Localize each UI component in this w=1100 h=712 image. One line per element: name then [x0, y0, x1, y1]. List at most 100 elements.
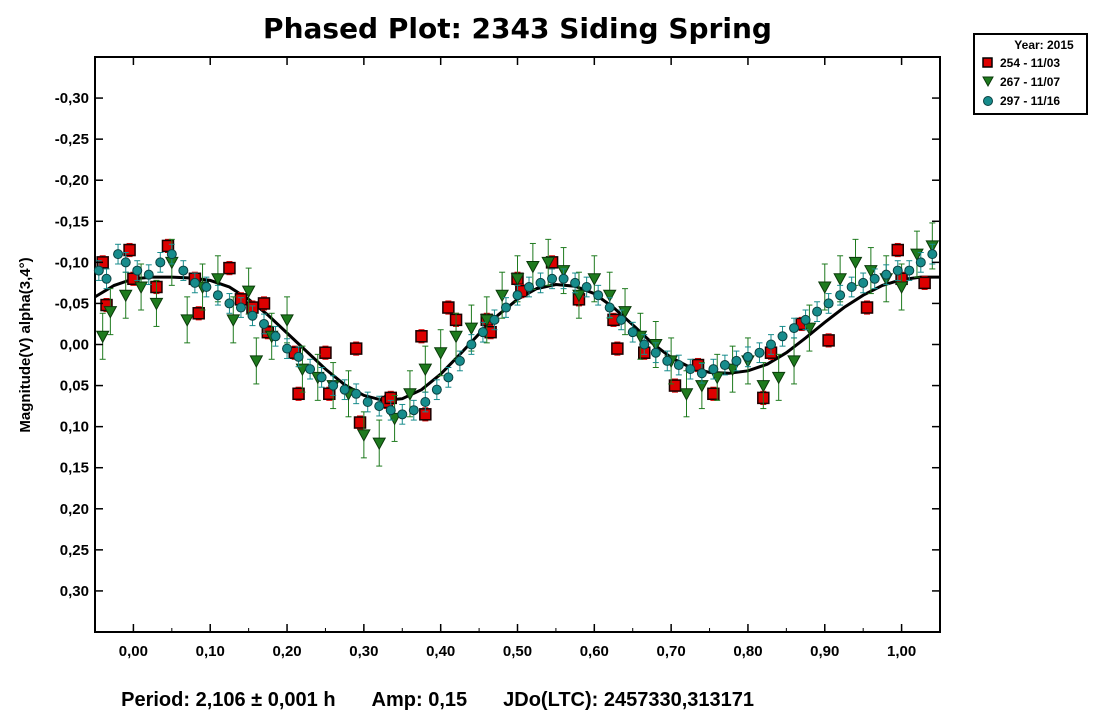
- data-point: [800, 309, 811, 331]
- x-tick-label: 0,00: [119, 643, 148, 660]
- data-point: [766, 334, 776, 355]
- y-tick-label: 0,10: [60, 419, 89, 436]
- x-tick-label: 0,70: [657, 643, 686, 660]
- y-tick-label: 0,25: [60, 542, 89, 559]
- data-point: [685, 358, 696, 380]
- data-point: [618, 288, 632, 336]
- data-point: [101, 268, 112, 290]
- data-point: [500, 297, 511, 318]
- data-point: [443, 367, 454, 388]
- x-tick-label: 0,10: [196, 643, 225, 660]
- data-point: [864, 247, 878, 295]
- plot-area: [94, 56, 941, 633]
- data-point: [305, 358, 316, 380]
- data-point: [892, 260, 903, 281]
- series-267: [95, 222, 940, 467]
- legend-marker-254: [982, 57, 993, 68]
- data-point: [433, 329, 448, 377]
- y-axis-label: Magnitude(V) alpha(3,4°): [17, 257, 34, 432]
- y-tick-label: -0,20: [55, 172, 89, 189]
- data-point: [846, 276, 857, 298]
- data-point: [235, 297, 246, 318]
- data-point: [351, 383, 362, 405]
- data-point: [466, 334, 477, 355]
- data-point: [754, 342, 765, 364]
- y-tick-label: 0,00: [60, 337, 89, 354]
- data-point: [927, 243, 938, 265]
- data-point: [328, 375, 339, 396]
- data-point: [353, 415, 367, 430]
- data-point: [918, 275, 931, 290]
- chart-footer: Period: 2,106 ± 0,001 h Amp: 0,15 JDo(LTC)…: [110, 666, 790, 712]
- legend-entry-267: 267 - 11/07: [1000, 75, 1060, 89]
- data-point: [881, 264, 892, 286]
- data-point: [166, 243, 177, 265]
- y-tick-label: 0,30: [60, 583, 89, 600]
- data-point: [771, 353, 786, 401]
- data-point: [257, 296, 271, 311]
- data-point: [633, 312, 648, 360]
- x-tick-label: 0,90: [810, 643, 839, 660]
- y-tick-label: -0,25: [55, 131, 89, 148]
- data-point: [192, 306, 205, 321]
- data-point: [869, 268, 880, 290]
- data-point: [103, 288, 118, 336]
- data-point: [719, 354, 730, 376]
- data-point: [212, 284, 223, 306]
- data-point: [650, 342, 661, 364]
- jdo-readout: JDo(LTC): 2457330,313171: [503, 689, 755, 711]
- data-point: [178, 260, 189, 281]
- x-tick-label: 0,80: [733, 643, 762, 660]
- data-point: [143, 264, 154, 286]
- data-point: [611, 341, 624, 356]
- data-point: [123, 242, 136, 258]
- data-point: [316, 367, 327, 388]
- data-point: [477, 321, 488, 343]
- data-point: [742, 346, 753, 368]
- x-tick-label: 0,60: [580, 643, 609, 660]
- data-point: [858, 272, 869, 294]
- data-point: [420, 391, 431, 413]
- x-tick-label: 0,50: [503, 643, 532, 660]
- data-point: [374, 395, 385, 417]
- amplitude-readout: Amp: 0,15: [371, 689, 468, 711]
- data-point: [802, 304, 817, 352]
- data-point: [777, 325, 788, 347]
- data-point: [489, 309, 500, 331]
- data-point: [408, 399, 419, 421]
- series-297: [93, 243, 938, 425]
- data-point: [731, 350, 742, 372]
- data-point: [224, 293, 235, 314]
- data-point: [270, 325, 281, 347]
- data-point: [93, 260, 104, 281]
- legend-title: Year: 2015: [1014, 38, 1074, 52]
- data-point: [581, 276, 592, 298]
- data-point: [155, 252, 166, 273]
- data-point: [372, 419, 387, 467]
- data-point: [616, 309, 627, 331]
- data-point: [442, 300, 455, 315]
- data-point: [547, 268, 558, 290]
- y-tick-label: 0,05: [60, 378, 89, 395]
- data-point: [415, 329, 428, 344]
- data-point: [339, 379, 350, 401]
- legend-entry-254: 254 - 11/03: [1000, 56, 1060, 70]
- data-point: [915, 252, 926, 273]
- data-point: [835, 284, 846, 306]
- data-point: [696, 362, 707, 384]
- data-point: [95, 312, 110, 360]
- data-point: [132, 260, 143, 281]
- data-point: [223, 261, 236, 276]
- x-tick-label: 1,00: [887, 643, 916, 660]
- data-point: [639, 334, 650, 355]
- data-point: [593, 284, 604, 306]
- data-point: [282, 338, 293, 359]
- data-point: [397, 403, 408, 425]
- data-point: [708, 358, 719, 380]
- data-point: [725, 345, 740, 393]
- data-point: [558, 268, 569, 290]
- data-point: [823, 293, 834, 314]
- data-point: [668, 378, 682, 393]
- data-point: [535, 272, 546, 294]
- data-point: [662, 350, 673, 372]
